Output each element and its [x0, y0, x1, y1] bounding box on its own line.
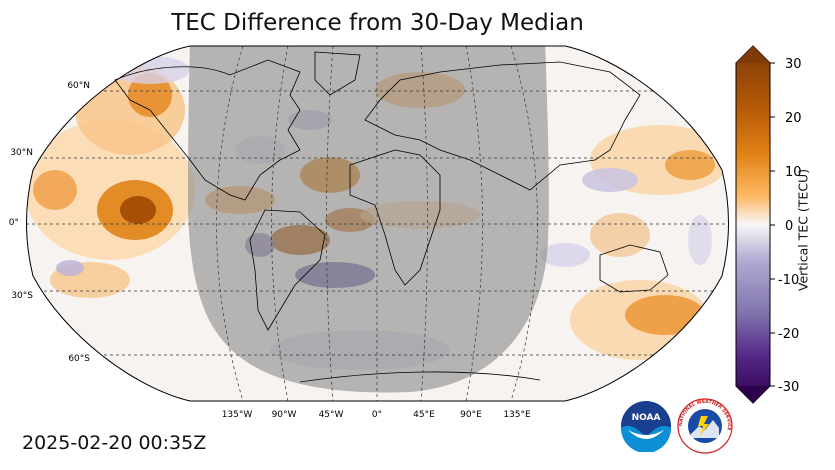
lon-label-90e: 90°E — [460, 410, 482, 420]
map-border — [26, 45, 729, 402]
lon-label-135w: 135°W — [222, 410, 253, 420]
lon-label-90w: 90°W — [272, 410, 297, 420]
lon-label-0: 0° — [372, 410, 382, 420]
noaa-logo-text: NOAA — [632, 413, 661, 423]
cbar-tick-30: 30 — [785, 57, 802, 72]
colorbar: 30 20 10 0 -10 -20 -30 — [735, 45, 802, 404]
graticule — [26, 46, 729, 401]
cbar-tick-neg20: -20 — [778, 327, 799, 342]
lat-label-0: 0° — [9, 218, 19, 228]
lon-label-135e: 135°E — [503, 410, 531, 420]
cbar-tick-10: 10 — [785, 165, 802, 180]
chart-title: TEC Difference from 30-Day Median — [171, 10, 584, 36]
cbar-tick-neg30: -30 — [778, 380, 799, 395]
tec-difference-field — [26, 46, 729, 401]
lat-label-60s: 60°S — [68, 354, 90, 364]
lon-label-45w: 45°W — [319, 410, 344, 420]
timestamp: 2025-02-20 00:35Z — [22, 432, 207, 454]
nws-logo: NATIONAL WEATHER SERVICE — [677, 398, 733, 454]
noaa-logo: NOAA — [621, 401, 671, 452]
coastlines — [114, 51, 669, 383]
lat-label-30n: 30°N — [10, 148, 33, 158]
night-side-shading — [188, 46, 549, 393]
cbar-tick-neg10: -10 — [778, 273, 799, 288]
lon-label-45e: 45°E — [413, 410, 435, 420]
lat-label-60n: 60°N — [67, 81, 90, 91]
cbar-tick-20: 20 — [785, 111, 802, 126]
cbar-tick-0: 0 — [785, 219, 793, 234]
lat-label-30s: 30°S — [11, 291, 33, 301]
colorbar-label: Vertical TEC (TECU) — [795, 168, 811, 292]
